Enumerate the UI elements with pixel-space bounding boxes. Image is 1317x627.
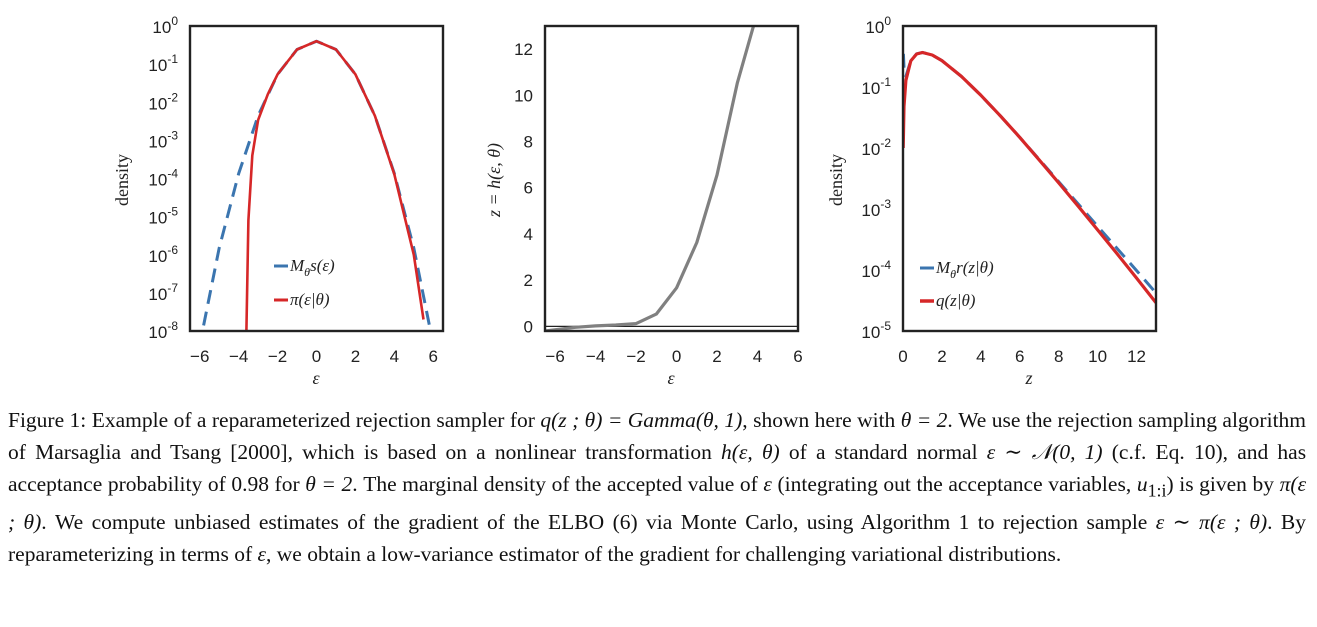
y-axis-label: z = h(ε, θ) <box>484 143 505 218</box>
legend: Mθs(ε) π(ε|θ) <box>274 256 335 309</box>
y-tick-label: 100 <box>152 14 178 37</box>
x-tick-label: 2 <box>937 347 946 366</box>
x-tick-label: 12 <box>1127 347 1146 366</box>
caption-text: . The marginal density of the accepted v… <box>352 472 758 496</box>
x-axis-label: ε <box>667 368 675 388</box>
caption-math: ε <box>763 472 772 496</box>
caption-math: ε ∼ π(ε ; θ) <box>1155 510 1268 535</box>
legend-entry-m-theta-r: Mθr(z|θ) <box>935 258 994 281</box>
plot-frame <box>901 24 1158 333</box>
caption-math: u <box>1136 472 1148 496</box>
x-tick-label: 0 <box>898 347 907 366</box>
panel-middle-transform: −6 −4 −2 0 2 4 6 0 2 4 6 8 10 12 ε z = h(ε, θ) <box>484 24 803 388</box>
x-axis-label: z <box>1024 368 1032 388</box>
figure-panels: −6 −4 −2 0 2 4 6 10010-110-210-310-410-510-610… <box>112 14 1158 388</box>
x-tick-label: 6 <box>429 347 438 366</box>
x-tick-label: 6 <box>793 347 802 366</box>
y-tick-label: 10-4 <box>861 258 891 281</box>
plot-frame <box>543 24 800 333</box>
y-tick-label: 4 <box>524 225 533 244</box>
y-tick-label: 0 <box>524 317 533 336</box>
y-tick-label: 10 <box>514 86 533 105</box>
x-tick-label: 0 <box>672 347 681 366</box>
x-tick-label: 4 <box>390 347 399 366</box>
caption-text: , shown here with <box>742 408 896 432</box>
caption-text: . We compute unbiased estimates of the g… <box>41 510 540 535</box>
y-tick-label: 10-5 <box>148 205 178 228</box>
caption-math: ε <box>257 542 267 567</box>
y-tick-label: 10-5 <box>861 319 891 342</box>
x-tick-label: 4 <box>753 347 762 366</box>
y-tick-label: 10-1 <box>148 52 178 75</box>
x-tick-label: 10 <box>1088 347 1107 366</box>
caption-text: (6) via Monte Carlo, using Algorithm 1 t… <box>612 510 1148 535</box>
x-axis-label: ε <box>312 368 320 388</box>
caption-text: , we obtain a low-variance estimator of … <box>266 542 1062 567</box>
x-tick-label: −6 <box>190 347 209 366</box>
y-axis-label: density <box>826 154 846 206</box>
y-tick-label: 10-7 <box>148 281 178 304</box>
caption-math: θ = 2 <box>305 472 353 496</box>
x-tick-label: −2 <box>626 347 645 366</box>
x-tick-label: −2 <box>268 347 287 366</box>
x-tick-label: −4 <box>586 347 605 366</box>
plot-frame <box>188 24 445 333</box>
legend: Mθr(z|θ) q(z|θ) <box>920 258 994 310</box>
y-tick-label: 10-1 <box>861 75 891 98</box>
caption-math: θ = 2 <box>900 408 948 432</box>
y-tick-label: 10-4 <box>148 167 178 190</box>
y-tick-label: 10-6 <box>148 243 178 266</box>
caption-math-subscript: 1:i <box>1147 480 1167 501</box>
x-tick-label: −4 <box>229 347 248 366</box>
x-tick-label: −6 <box>545 347 564 366</box>
series-pi-line <box>245 39 425 331</box>
y-axis-label: density <box>112 154 132 206</box>
y-tick-label: 10-8 <box>148 319 178 342</box>
caption-math: π(ε ; θ) <box>8 472 1307 535</box>
legend-entry-q: q(z|θ) <box>936 291 976 310</box>
legend-entry-pi: π(ε|θ) <box>290 290 330 309</box>
y-tick-label: 10-3 <box>861 197 891 220</box>
x-tick-label: 8 <box>1054 347 1063 366</box>
panel-right-density-z: 0 2 4 6 8 10 12 100 10-1 10-2 10-3 10-4 10-5 z dens… <box>826 14 1158 388</box>
caption-text: . We use the rejection sampling algorith… <box>8 408 1307 464</box>
caption-math: ε ∼ 𝒩(0, 1) <box>986 440 1103 464</box>
series-h-line <box>545 26 756 331</box>
caption-text: of a standard normal <box>788 440 978 464</box>
y-tick-label: 10-2 <box>148 90 178 113</box>
caption-text: (integrating out the acceptance variable… <box>777 472 1132 496</box>
y-tick-label: 6 <box>524 179 533 198</box>
figure-caption: Figure 1: Example of a reparameterized r… <box>8 404 1306 570</box>
y-tick-label: 2 <box>524 271 533 290</box>
x-tick-label: 6 <box>1015 347 1024 366</box>
legend-entry-m-theta-s: Mθs(ε) <box>289 256 335 279</box>
series-q-line <box>903 50 1156 304</box>
caption-math: q(z ; θ) = Gamma(θ, 1) <box>540 408 743 432</box>
y-tick-label: 8 <box>524 133 533 152</box>
x-tick-label: 4 <box>976 347 985 366</box>
caption-text: . By reparameterizing in terms of <box>8 510 1307 567</box>
caption-label: Figure 1: <box>8 408 87 432</box>
x-tick-label: 0 <box>312 347 321 366</box>
y-tick-label: 12 <box>514 40 533 59</box>
y-tick-label: 10-3 <box>148 128 178 151</box>
caption-text: Example of a reparameterized rejection s… <box>91 408 535 432</box>
y-tick-label: 10-2 <box>861 136 891 159</box>
caption-acronym: ELBO <box>548 510 605 535</box>
panel-left-density-epsilon: −6 −4 −2 0 2 4 6 100 10-1 10-2 10-3 10-4 10-5 10-6 10… <box>112 14 445 388</box>
x-tick-label: 2 <box>351 347 360 366</box>
x-tick-label: 2 <box>712 347 721 366</box>
caption-text: ) is given by <box>1166 472 1275 496</box>
y-tick-label: 100 <box>865 14 891 37</box>
caption-math: h(ε, θ) <box>721 440 780 464</box>
caption-text: (c.f. Eq. 10), and has acceptance probab… <box>8 440 1307 496</box>
